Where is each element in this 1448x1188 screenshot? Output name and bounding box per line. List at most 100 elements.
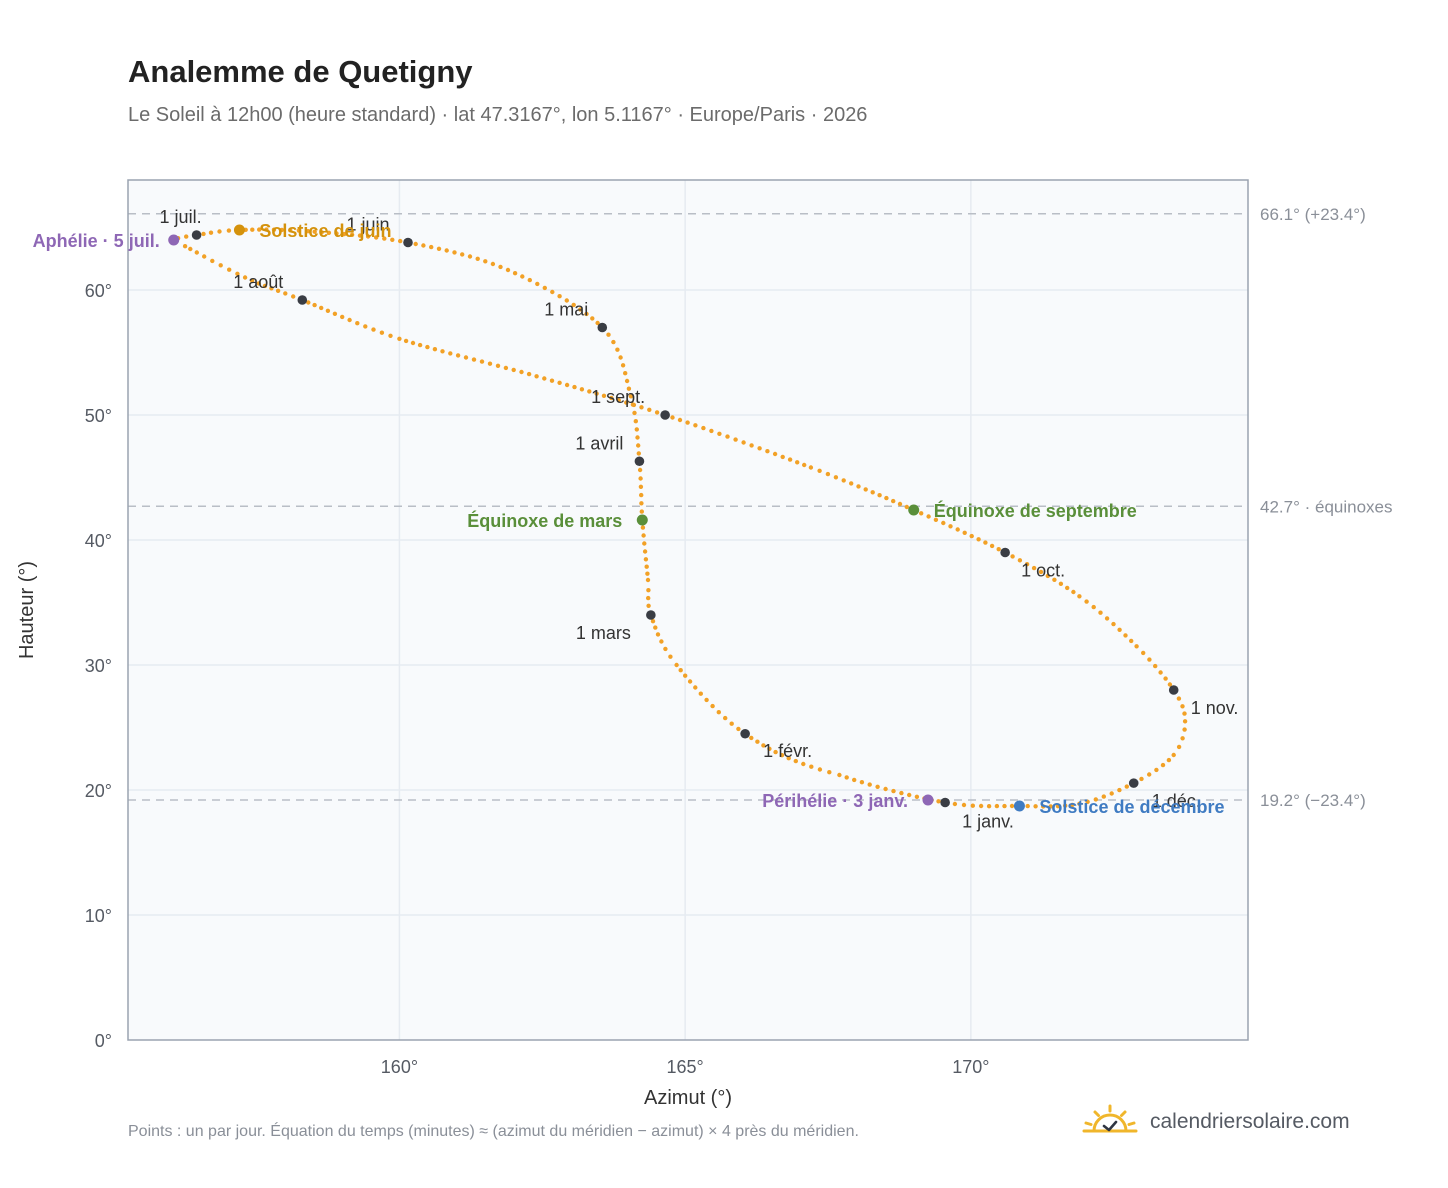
daily-point <box>1176 744 1182 750</box>
brand[interactable]: calendriersolaire.com <box>1082 1104 1350 1140</box>
daily-point <box>452 250 457 255</box>
daily-point <box>1101 794 1107 799</box>
daily-point <box>639 509 644 514</box>
daily-point <box>210 258 215 264</box>
daily-point <box>808 465 814 470</box>
daily-point <box>852 777 857 783</box>
daily-point <box>1104 616 1110 621</box>
daily-point <box>1180 704 1185 709</box>
daily-point <box>306 300 311 305</box>
daily-point <box>683 673 688 678</box>
daily-point <box>989 543 995 549</box>
brand-name[interactable]: calendriersolaire.com <box>1150 1110 1350 1133</box>
month-marker <box>597 322 608 333</box>
daily-point <box>646 603 651 608</box>
daily-point <box>709 428 714 434</box>
event-label: Équinoxe de mars <box>467 510 622 531</box>
daily-point <box>1065 585 1070 591</box>
daily-point <box>467 254 473 259</box>
daily-point <box>557 380 562 385</box>
daily-point <box>312 302 317 308</box>
daily-point <box>817 767 823 772</box>
daily-point <box>505 267 511 273</box>
daily-point <box>827 770 832 775</box>
daily-point <box>305 229 311 234</box>
daily-point <box>1141 650 1146 656</box>
daily-point <box>512 271 518 276</box>
daily-point <box>825 471 831 477</box>
month-marker <box>1128 778 1139 788</box>
month-marker <box>1000 547 1010 558</box>
daily-point <box>279 227 285 233</box>
daily-point <box>859 780 865 785</box>
daily-point <box>590 316 595 321</box>
daily-point <box>630 402 636 407</box>
month-marker <box>403 237 413 248</box>
daily-point <box>1182 727 1187 732</box>
reference-line-label: 42.7° · équinoxes <box>1260 497 1393 516</box>
daily-point <box>398 238 403 244</box>
daily-point <box>365 234 371 239</box>
daily-point <box>1031 565 1037 571</box>
daily-point <box>780 454 785 460</box>
daily-point <box>498 264 503 270</box>
daily-point <box>257 227 262 232</box>
daily-point <box>877 493 882 498</box>
daily-point <box>1111 621 1116 627</box>
daily-point <box>677 417 683 423</box>
daily-point <box>952 801 958 807</box>
daily-point <box>1117 627 1122 632</box>
daily-point <box>1010 554 1015 559</box>
daily-point <box>379 330 385 335</box>
month-label: 1 mai <box>544 300 588 320</box>
sun-logo-icon <box>1082 1104 1138 1133</box>
daily-point <box>867 782 872 787</box>
daily-point <box>670 415 675 420</box>
daily-point <box>410 340 416 346</box>
daily-point <box>1048 804 1053 809</box>
daily-point <box>891 498 896 504</box>
daily-point <box>527 277 532 283</box>
daily-point <box>983 540 988 545</box>
daily-point <box>698 691 703 696</box>
daily-point <box>639 405 644 410</box>
daily-point <box>226 228 232 233</box>
daily-point <box>907 792 912 798</box>
daily-point <box>483 259 488 264</box>
daily-point <box>194 250 199 255</box>
daily-point <box>1147 772 1152 777</box>
daily-point <box>1098 610 1103 615</box>
daily-point <box>1085 799 1090 804</box>
daily-point <box>429 244 434 250</box>
daily-point <box>645 571 650 576</box>
daily-point <box>606 332 611 337</box>
daily-point <box>1017 558 1023 563</box>
daily-point <box>432 347 438 352</box>
daily-point <box>685 420 690 425</box>
daily-point <box>809 764 814 769</box>
daily-point <box>650 619 656 624</box>
daily-point <box>1129 638 1134 644</box>
daily-point <box>448 351 453 356</box>
daily-point <box>644 564 649 569</box>
daily-point <box>787 457 793 462</box>
daily-point <box>1045 573 1051 579</box>
x-axis-label: Azimut (°) <box>644 1087 732 1109</box>
daily-point <box>534 374 539 379</box>
daily-point <box>970 803 975 808</box>
daily-point <box>1077 801 1082 806</box>
daily-point <box>1077 594 1082 599</box>
daily-point <box>564 298 569 303</box>
daily-point <box>633 419 638 424</box>
daily-point <box>624 400 629 405</box>
month-marker <box>1168 685 1179 695</box>
daily-point <box>647 407 652 412</box>
month-label: 1 oct. <box>1021 561 1065 581</box>
daily-point <box>638 476 643 481</box>
daily-point <box>637 467 643 473</box>
daily-point <box>678 668 683 673</box>
daily-point <box>795 460 800 465</box>
daily-point <box>519 369 524 375</box>
reference-line-label: 19.2° (−23.4°) <box>1260 791 1366 810</box>
daily-point <box>1124 784 1130 789</box>
